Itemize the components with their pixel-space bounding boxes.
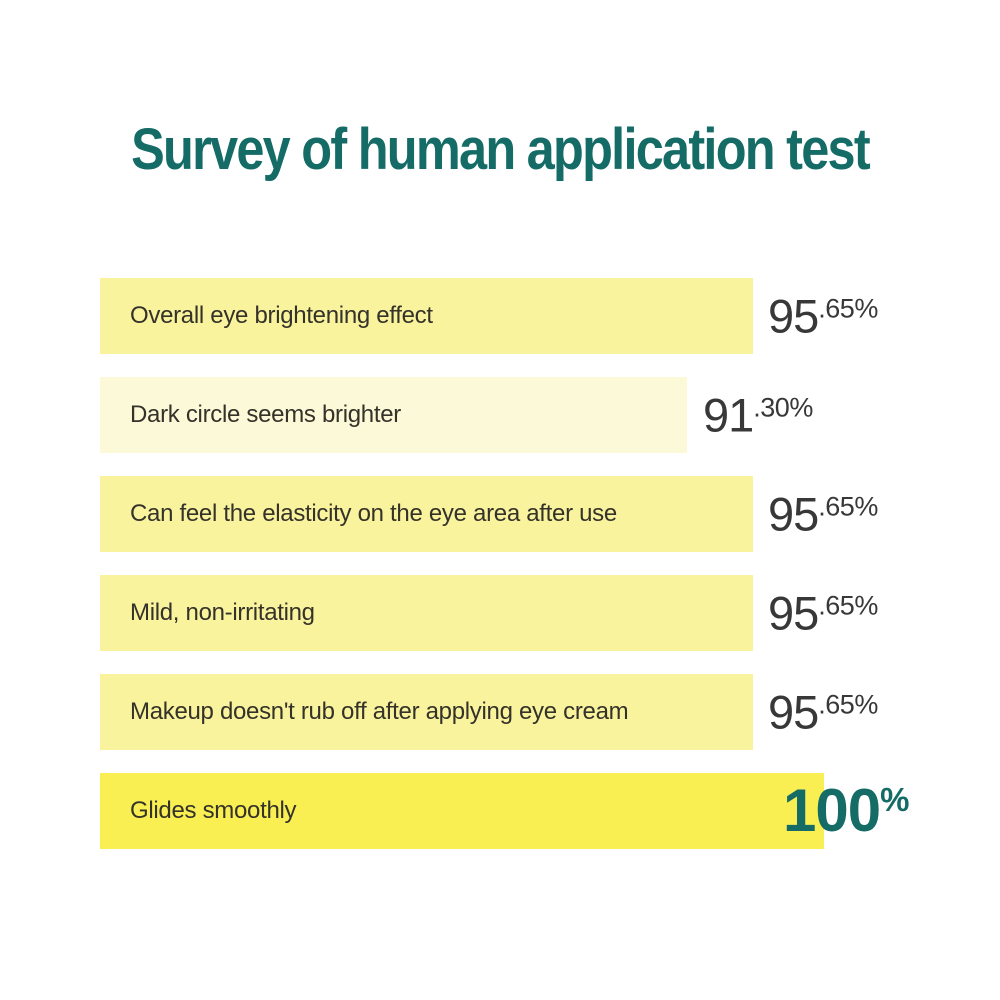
bar-label: Glides smoothly	[130, 797, 297, 824]
bar-label: Makeup doesn't rub off after applying ey…	[130, 698, 629, 725]
bar-value-frac: .65%	[818, 293, 878, 324]
bar-value-main: 95	[768, 487, 819, 541]
bar-row: Mild, non-irritating 95 .65%	[100, 575, 960, 651]
bar-chart: Overall eye brightening effect 95 .65% D…	[100, 278, 960, 849]
bar-label: Can feel the elasticity on the eye area …	[130, 500, 617, 527]
bar-value: 95 .65%	[768, 491, 878, 538]
bar-value-main: 91	[703, 388, 754, 442]
bar: Mild, non-irritating	[100, 575, 753, 651]
bar-value-frac: .65%	[818, 491, 878, 522]
bar-row: Can feel the elasticity on the eye area …	[100, 476, 960, 552]
bar-value-main: 95	[768, 586, 819, 640]
bar-value: 91 .30%	[703, 392, 813, 439]
bar-value-frac: .65%	[818, 590, 878, 621]
bar-label: Mild, non-irritating	[130, 599, 315, 626]
bar-value: 95 .65%	[768, 689, 878, 736]
bar-value-frac: .65%	[818, 689, 878, 720]
bar-value: 100 %	[783, 781, 909, 841]
bar-row: Dark circle seems brighter 91 .30%	[100, 377, 960, 453]
bar-label: Dark circle seems brighter	[130, 401, 401, 428]
bar: Makeup doesn't rub off after applying ey…	[100, 674, 753, 750]
bar-value-main: 100	[783, 777, 881, 844]
bar: Glides smoothly	[100, 773, 824, 849]
bar-value-main: 95	[768, 289, 819, 343]
bar-value-main: 95	[768, 685, 819, 739]
bar-row: Overall eye brightening effect 95 .65%	[100, 278, 960, 354]
bar-value: 95 .65%	[768, 293, 878, 340]
bar-value-frac: %	[880, 781, 909, 818]
bar-value: 95 .65%	[768, 590, 878, 637]
bar: Overall eye brightening effect	[100, 278, 753, 354]
page-title: Survey of human application test	[131, 117, 871, 182]
bar-row-highlight: Glides smoothly 100 %	[100, 773, 960, 849]
bar-value-frac: .30%	[753, 392, 813, 423]
title-container: Survey of human application test	[0, 115, 1000, 185]
bar: Can feel the elasticity on the eye area …	[100, 476, 753, 552]
bar-row: Makeup doesn't rub off after applying ey…	[100, 674, 960, 750]
bar: Dark circle seems brighter	[100, 377, 687, 453]
bar-label: Overall eye brightening effect	[130, 302, 433, 329]
